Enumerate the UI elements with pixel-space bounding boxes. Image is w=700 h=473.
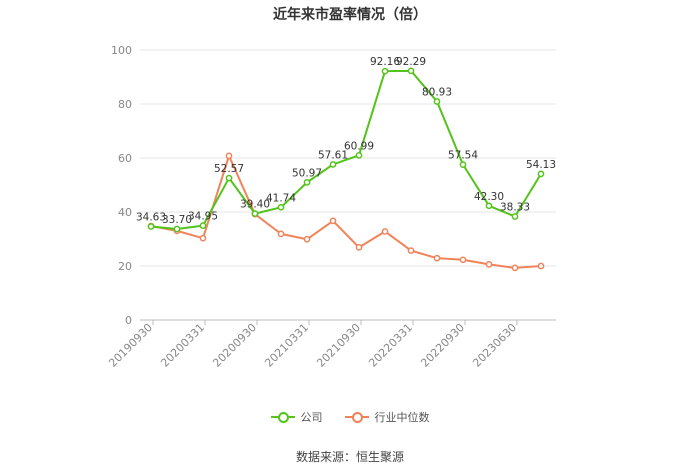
industry-point <box>511 264 519 272</box>
industry-point <box>381 228 389 235</box>
y-tick-label: 60 <box>118 152 132 165</box>
y-tick-label: 40 <box>118 206 132 219</box>
company-point <box>147 223 155 230</box>
industry-point <box>199 234 207 242</box>
legend: 公司 行业中位数 <box>0 409 700 425</box>
company-point <box>277 203 285 211</box>
x-tick-label: 20200930 <box>210 321 259 370</box>
x-tick-label: 20220930 <box>418 321 467 370</box>
x-tick-label: 20210331 <box>262 321 311 370</box>
industry-point <box>537 262 545 270</box>
company-point <box>381 67 389 75</box>
company-data-label: 52.57 <box>214 163 244 175</box>
company-data-label: 33.70 <box>162 214 192 226</box>
company-point <box>225 174 233 182</box>
legend-industry-label: 行业中位数 <box>374 411 430 424</box>
x-tick-label: 20220331 <box>366 321 415 370</box>
y-tick-label: 20 <box>118 260 132 273</box>
x-tick-label: 20190930 <box>106 321 155 370</box>
industry-point <box>329 217 337 225</box>
company-point <box>329 161 337 168</box>
company-data-label: 50.97 <box>292 167 322 179</box>
company-data-label: 38.33 <box>500 202 530 214</box>
legend-item-company[interactable]: 公司 <box>270 409 323 425</box>
legend-company-label: 公司 <box>300 411 323 424</box>
legend-industry-swatch <box>344 411 369 423</box>
company-data-label: 92.16 <box>370 56 400 68</box>
company-data-label: 42.30 <box>474 191 504 203</box>
legend-company-dot <box>277 412 289 423</box>
x-tick-label: 20230630 <box>470 321 519 370</box>
industry-point <box>355 244 363 251</box>
industry-point <box>433 254 441 262</box>
company-point <box>511 213 519 220</box>
legend-item-industry[interactable]: 行业中位数 <box>344 409 430 425</box>
company-data-label: 34.63 <box>136 211 166 223</box>
company-data-label: 92.29 <box>396 56 426 68</box>
industry-point <box>277 230 285 238</box>
data-source-note: 数据来源：恒生聚源 <box>295 450 404 464</box>
company-data-label: 80.93 <box>422 86 452 98</box>
industry-point <box>485 261 493 268</box>
y-tick-label: 100 <box>111 44 132 57</box>
company-point <box>355 151 363 159</box>
industry-point <box>225 152 233 160</box>
chart-title: 近年来市盈率情况（倍） <box>273 7 427 23</box>
company-point <box>199 222 207 229</box>
company-data-label: 54.13 <box>526 159 556 171</box>
company-point <box>251 210 259 217</box>
company-data-label: 57.61 <box>318 149 348 161</box>
company-point <box>303 179 311 186</box>
company-series-line <box>150 69 542 231</box>
company-point <box>173 225 181 233</box>
legend-industry-dot <box>351 412 363 423</box>
company-point <box>459 161 467 168</box>
y-tick-label: 0 <box>125 314 132 327</box>
company-point <box>485 202 493 210</box>
company-point <box>407 67 415 75</box>
company-point <box>537 170 545 178</box>
company-data-label: 34.95 <box>188 211 218 223</box>
legend-company-swatch <box>270 411 295 423</box>
industry-series-line <box>150 154 542 269</box>
company-data-label: 60.99 <box>344 140 374 152</box>
company-data-label: 39.40 <box>240 199 270 211</box>
x-tick-label: 20200331 <box>158 321 207 370</box>
x-tick-label: 20210930 <box>314 321 363 370</box>
y-tick-label: 80 <box>118 98 132 111</box>
company-data-label: 57.54 <box>448 150 478 162</box>
industry-point <box>303 235 311 243</box>
company-point <box>433 98 441 105</box>
industry-point <box>459 256 467 264</box>
company-data-label: 41.74 <box>266 192 296 204</box>
industry-point <box>407 247 415 254</box>
